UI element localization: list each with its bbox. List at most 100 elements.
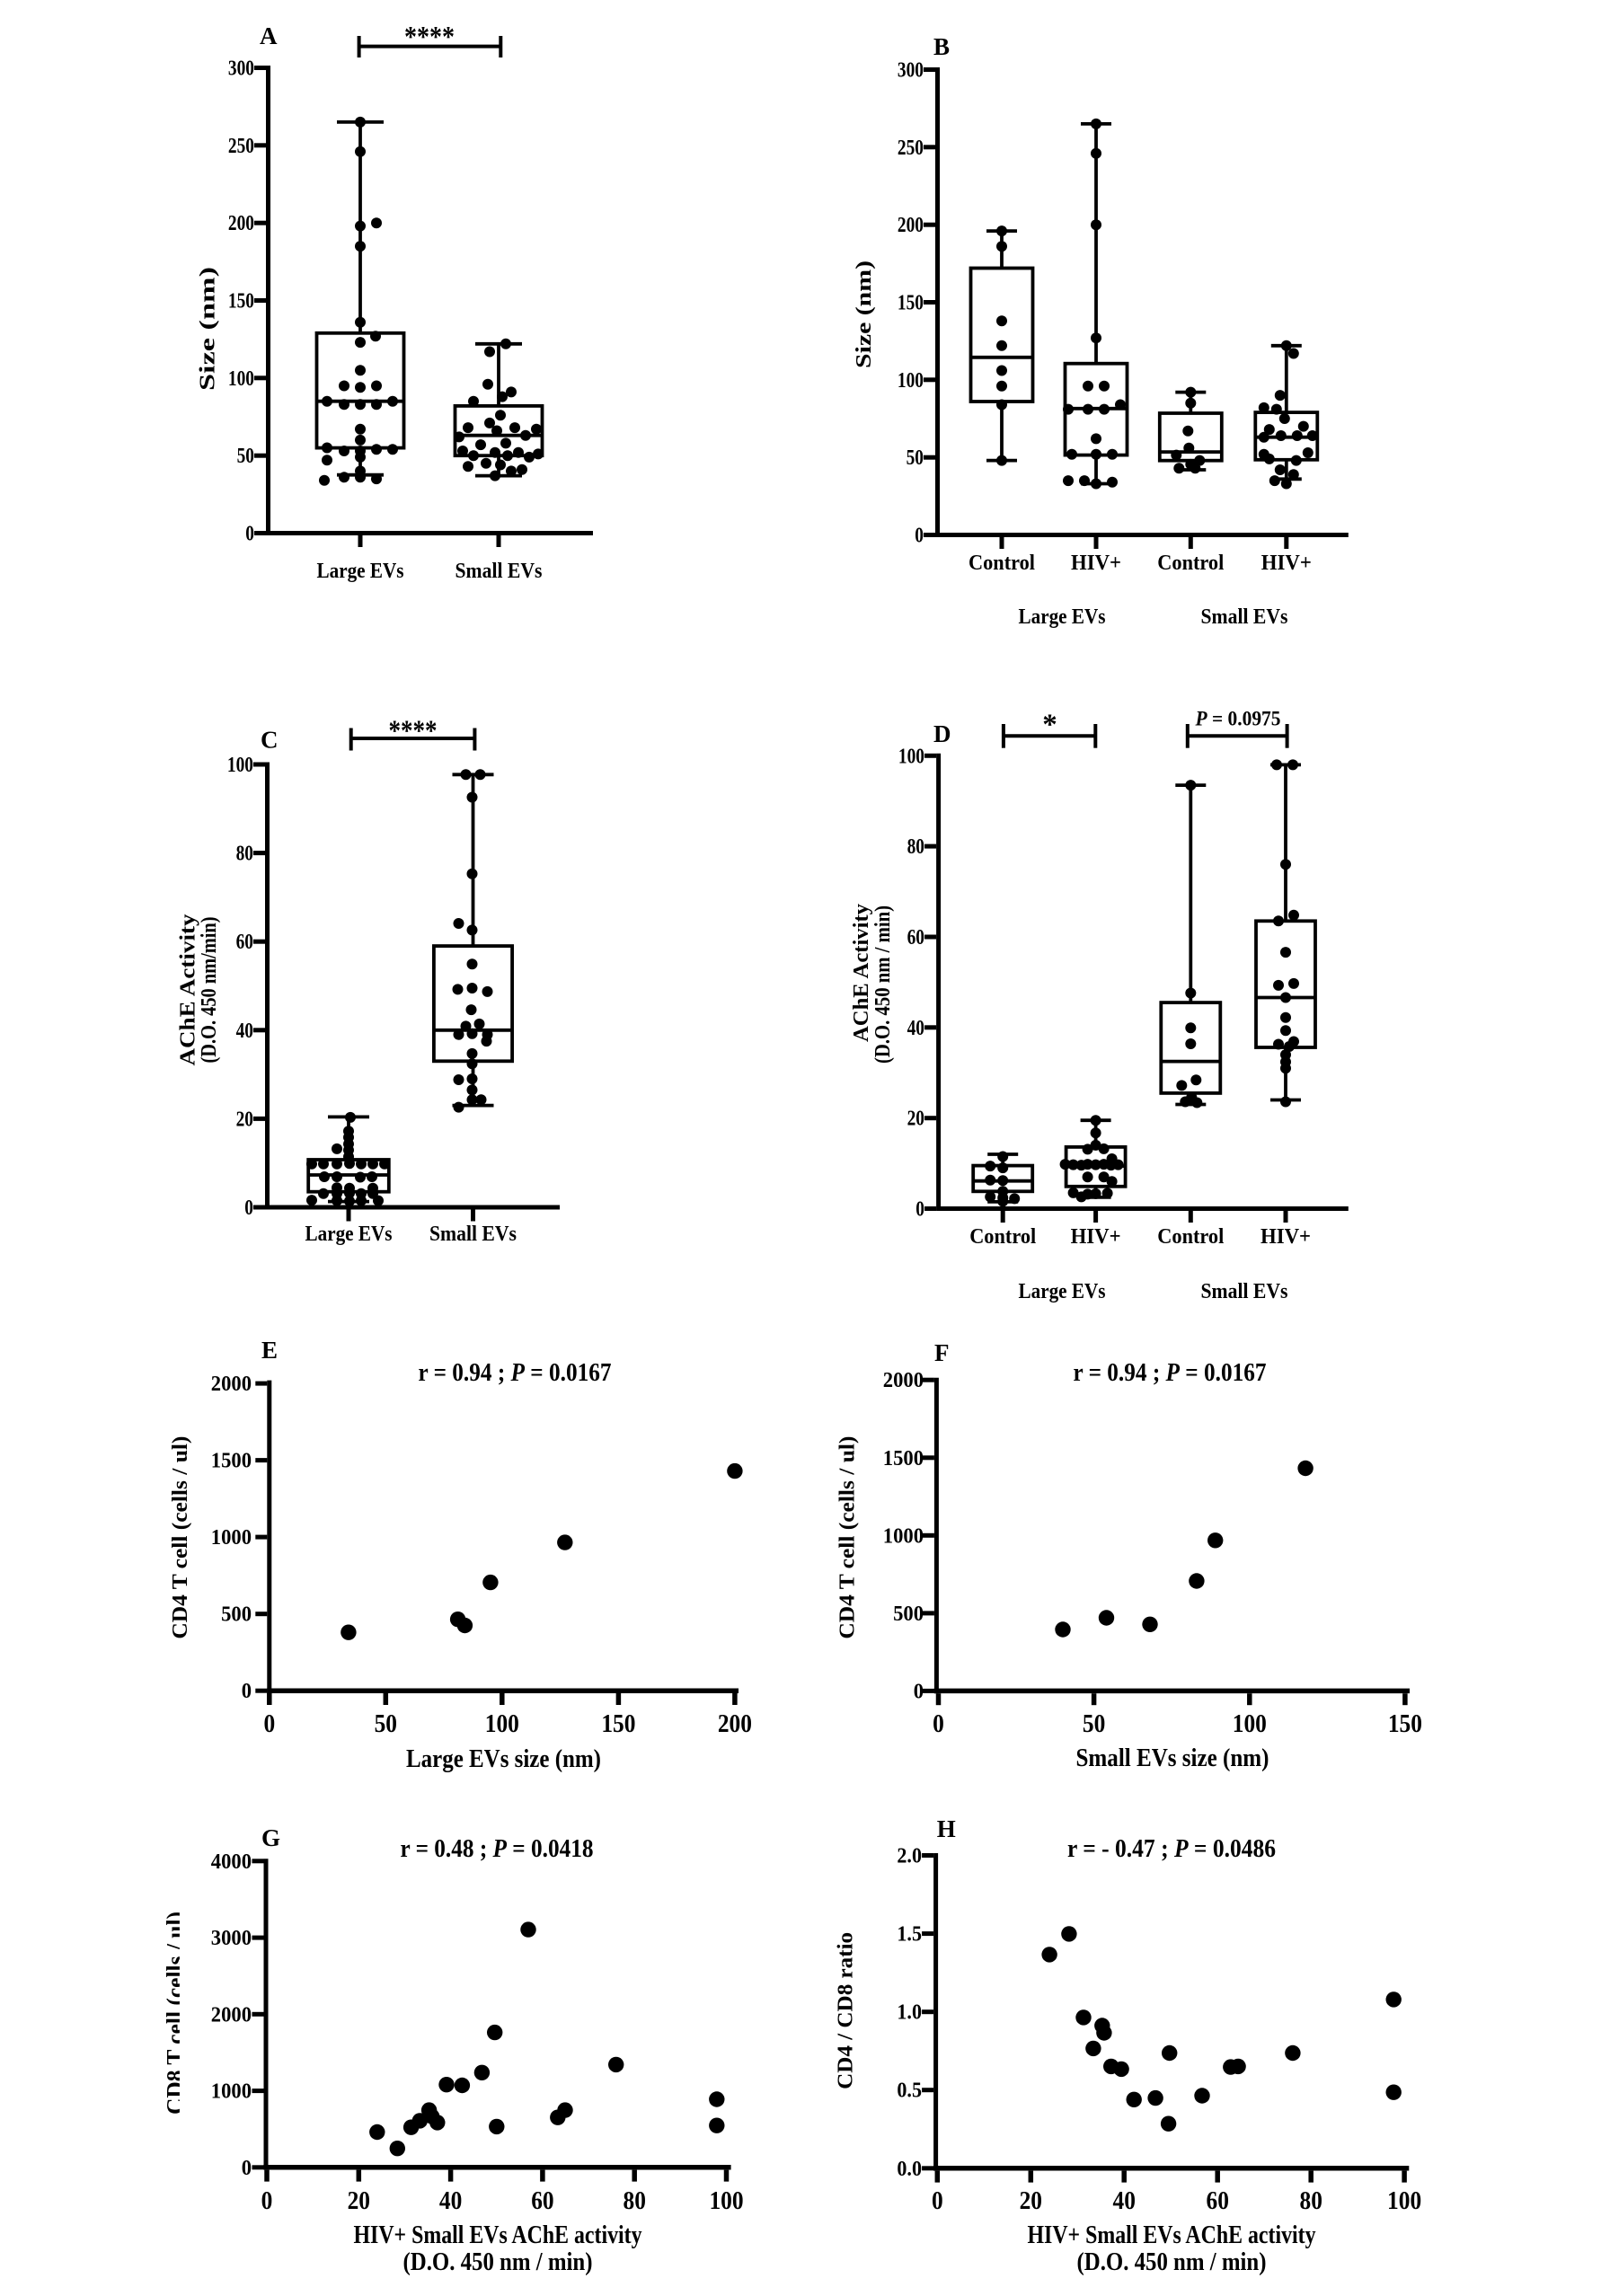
svg-text:1000: 1000 [883,1524,924,1548]
svg-text:20: 20 [348,2187,370,2215]
svg-text:150: 150 [898,292,924,315]
svg-text:Control: Control [969,552,1035,575]
svg-text:500: 500 [893,1603,924,1626]
svg-text:80: 80 [1300,2187,1322,2215]
svg-text:1.0: 1.0 [897,2001,922,2025]
svg-text:****: **** [389,715,438,747]
svg-text:1.5: 1.5 [897,1923,922,1947]
svg-text:Small EVs: Small EVs [456,560,543,583]
svg-text:(D.O. 450 nm / min): (D.O. 450 nm / min) [1077,2248,1267,2276]
svg-text:HIV+ Small EVs AChE activity: HIV+ Small EVs AChE activity [1028,2221,1316,2249]
svg-text:0: 0 [242,2157,252,2180]
svg-text:0: 0 [244,1197,253,1220]
svg-text:P = 0.0975: P = 0.0975 [1195,708,1281,730]
svg-text:100: 100 [709,2187,743,2215]
svg-text:Large EVs: Large EVs [1019,605,1106,629]
svg-text:100: 100 [485,1710,519,1738]
svg-text:3000: 3000 [211,1927,252,1950]
svg-text:Control: Control [1157,1225,1224,1249]
svg-text:Large EVs size (nm): Large EVs size (nm) [406,1745,601,1773]
svg-text:Size (nm): Size (nm) [853,261,876,368]
svg-text:0: 0 [915,1198,924,1222]
svg-text:r = 0.94 ; P = 0.0167: r = 0.94 ; P = 0.0167 [1074,1358,1267,1387]
svg-text:F: F [934,1339,950,1366]
svg-text:A: A [260,22,278,49]
svg-text:CD4 T cell (cells / ul): CD4 T cell (cells / ul) [169,1436,192,1639]
svg-text:100: 100 [1233,1710,1267,1738]
svg-text:100: 100 [898,369,924,393]
svg-text:40: 40 [439,2187,462,2215]
svg-text:1500: 1500 [211,1450,252,1473]
svg-text:****: **** [404,22,455,54]
svg-text:0: 0 [932,2187,943,2215]
svg-text:Control: Control [1157,552,1224,575]
svg-text:E: E [261,1337,278,1364]
svg-text:HIV+: HIV+ [1071,1225,1121,1249]
svg-text:AChE Activity: AChE Activity [850,904,873,1042]
svg-text:300: 300 [898,59,924,83]
svg-text:60: 60 [1207,2187,1229,2215]
svg-text:100: 100 [227,754,253,777]
svg-text:HIV+ Small EVs AChE activity: HIV+ Small EVs AChE activity [354,2221,642,2249]
svg-text:250: 250 [228,135,254,158]
svg-text:CD4 / CD8 ratio: CD4 / CD8 ratio [834,1932,857,2089]
svg-text:20: 20 [907,1108,924,1131]
svg-text:Small EVs: Small EVs [1201,605,1288,629]
svg-text:Large EVs: Large EVs [1019,1280,1106,1303]
svg-text:Small EVs: Small EVs [429,1223,517,1246]
svg-text:100: 100 [898,745,924,768]
svg-text:0: 0 [242,1680,252,1703]
svg-text:Size (nm): Size (nm) [197,267,220,391]
svg-text:40: 40 [236,1020,253,1043]
svg-text:4000: 4000 [211,1850,252,1874]
svg-text:2000: 2000 [883,1369,924,1392]
svg-text:80: 80 [236,843,253,866]
svg-text:1000: 1000 [211,1526,252,1550]
svg-text:150: 150 [228,290,254,313]
svg-text:*: * [1042,709,1057,741]
svg-text:Control: Control [969,1225,1036,1249]
svg-text:500: 500 [221,1603,252,1627]
svg-text:50: 50 [375,1710,397,1738]
svg-text:150: 150 [1388,1710,1422,1738]
svg-text:200: 200 [718,1710,752,1738]
svg-text:50: 50 [1083,1710,1105,1738]
svg-text:80: 80 [624,2187,646,2215]
svg-text:0.0: 0.0 [897,2158,922,2181]
svg-text:40: 40 [907,1017,924,1040]
svg-text:r = 0.94 ; P = 0.0167: r = 0.94 ; P = 0.0167 [419,1358,612,1387]
svg-text:50: 50 [237,445,254,468]
svg-text:G: G [261,1824,280,1851]
svg-text:Large EVs: Large EVs [305,1223,393,1246]
svg-text:CD8 T cell (cells / ul): CD8 T cell (cells / ul) [163,1912,189,2115]
svg-text:(D.O. 450 nm / min): (D.O. 450 nm / min) [871,905,895,1064]
svg-text:C: C [261,727,279,754]
svg-text:1500: 1500 [883,1447,924,1470]
svg-text:0.5: 0.5 [897,2080,922,2103]
svg-text:100: 100 [1387,2187,1421,2215]
svg-text:CD4 T cell (cells / ul): CD4 T cell (cells / ul) [836,1436,860,1639]
svg-text:50: 50 [907,446,924,470]
svg-text:HIV+: HIV+ [1071,552,1121,575]
svg-text:AChE Activity: AChE Activity [176,914,199,1066]
svg-text:200: 200 [898,214,924,237]
svg-text:60: 60 [531,2187,553,2215]
svg-text:80: 80 [907,835,924,859]
svg-text:0: 0 [933,1710,944,1738]
svg-text:60: 60 [236,931,253,954]
svg-text:Small EVs size (nm): Small EVs size (nm) [1076,1744,1269,1772]
svg-text:60: 60 [907,926,924,949]
svg-text:0: 0 [263,1710,275,1738]
svg-text:D: D [933,720,951,747]
svg-text:HIV+: HIV+ [1261,552,1312,575]
svg-text:250: 250 [898,137,924,160]
svg-text:2.0: 2.0 [897,1845,922,1868]
svg-text:20: 20 [236,1108,253,1131]
svg-text:Large EVs: Large EVs [317,560,404,583]
svg-text:0: 0 [261,2187,273,2215]
svg-text:100: 100 [228,367,254,391]
svg-text:0: 0 [914,1680,924,1703]
svg-text:2000: 2000 [211,1373,252,1396]
svg-text:20: 20 [1020,2187,1042,2215]
svg-text:(D.O. 450 nm/min): (D.O. 450 nm/min) [198,917,221,1064]
